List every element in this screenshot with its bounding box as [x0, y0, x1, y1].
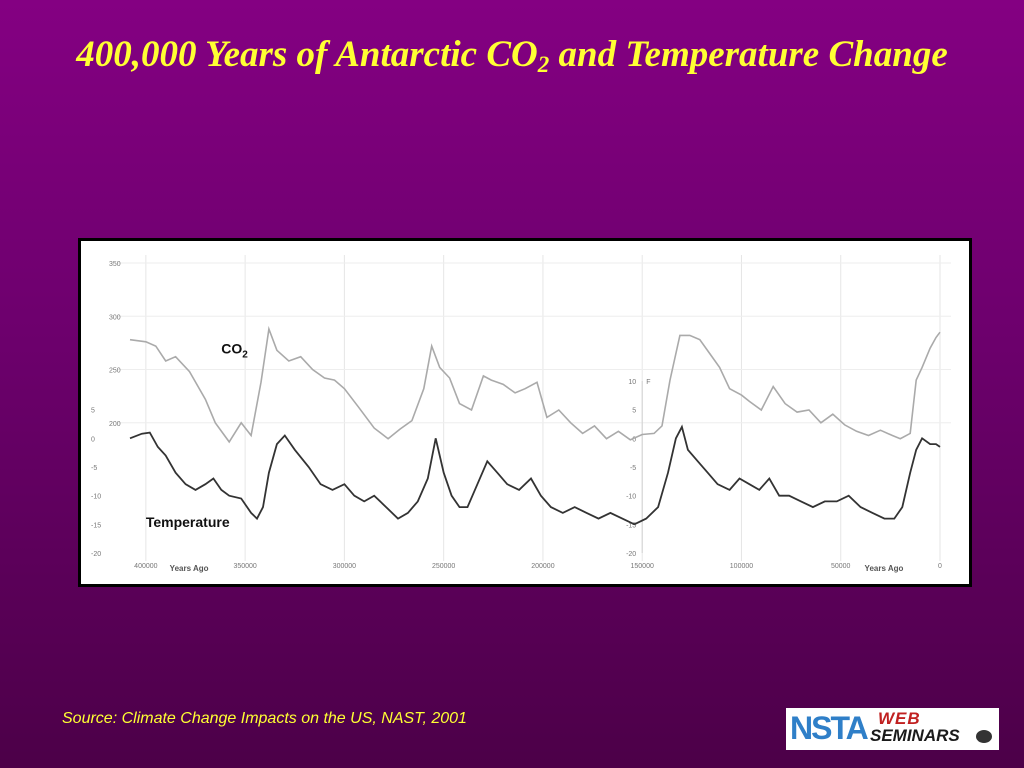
x-tick-label-7: 50000 [831, 563, 851, 570]
temp-mid-tick-label-4: -10 [626, 494, 636, 501]
temperature-series-label: Temperature [146, 514, 230, 530]
logo-seminars-text: SEMINARS [870, 726, 960, 745]
x-tick-label-2: 300000 [333, 563, 356, 570]
title-text-part1: 400,000 Years of Antarctic CO [76, 34, 538, 75]
x-tick-label-6: 100000 [730, 563, 753, 570]
temp-mid-tick-label-2: 0 [632, 436, 636, 443]
temp-left-tick-label-4: -15 [91, 522, 101, 529]
source-citation: Source: Climate Change Impacts on the US… [62, 710, 467, 727]
logo-nsta-text: NSTA [790, 710, 869, 746]
temp-mid-tick-label-0: 10 [628, 379, 636, 386]
x-axis-label-left: Years Ago [170, 564, 209, 573]
temp-unit-label: F [646, 379, 650, 386]
x-tick-label-8: 0 [938, 563, 942, 570]
co2-tick-label-0: 350 [109, 261, 121, 268]
temp-left-axis-ticks: 5 0 -5 -10 -15 -20 [91, 408, 101, 558]
nsta-web-seminars-logo: NSTA WEB SEMINARS [786, 708, 999, 750]
x-tick-label-4: 200000 [531, 563, 554, 570]
co2-tick-label-2: 250 [109, 368, 121, 375]
temp-left-tick-label-5: -20 [91, 551, 101, 558]
temp-mid-tick-label-6: -20 [626, 551, 636, 558]
temp-mid-tick-label-1: 5 [632, 408, 636, 415]
co2-series-line [129, 325, 941, 444]
logo-web-text: WEB [878, 709, 921, 728]
x-tick-label-3: 250000 [432, 563, 455, 570]
x-tick-label-5: 150000 [631, 563, 654, 570]
co2-tick-label-3: 200 [109, 421, 121, 428]
co2-tick-label-1: 300 [109, 314, 121, 321]
temperature-series-line [129, 424, 941, 526]
x-tick-label-0: 400000 [134, 563, 157, 570]
temp-mid-axis-ticks: 10 5 0 -5 -10 -15 -20 [626, 379, 643, 558]
co2-label-main: CO [221, 341, 242, 357]
co2-series-label: CO2 [221, 341, 248, 361]
co2-label-subscript: 2 [242, 350, 248, 361]
x-axis-ticks: 400000 350000 300000 250000 200000 150000 1000… [134, 563, 942, 570]
title-subscript: 2 [537, 52, 550, 77]
x-tick-label-1: 350000 [233, 563, 256, 570]
co2-temperature-chart: 350 300 250 200 5 0 -5 -10 -15 -20 10 5 0 -5 -10 -15 -… [91, 255, 951, 573]
temp-mid-tick-label-3: -5 [630, 465, 636, 472]
temp-left-tick-label-2: -5 [91, 465, 97, 472]
computer-mouse-icon [976, 730, 992, 743]
title-text-part2: and Temperature Change [549, 34, 948, 75]
x-axis-label-right: Years Ago [865, 564, 904, 573]
temp-mid-tick-label-5: -15 [626, 522, 636, 529]
co2-axis-ticks: 350 300 250 200 [109, 261, 121, 428]
grid-lines [117, 255, 951, 561]
temp-left-tick-label-0: 5 [91, 408, 95, 415]
temp-left-tick-label-3: -10 [91, 494, 101, 501]
chart-frame: 350 300 250 200 5 0 -5 -10 -15 -20 10 5 0 -5 -10 -15 -… [78, 238, 972, 587]
slide-title: 400,000 Years of Antarctic CO2 and Tempe… [0, 30, 1024, 79]
temp-left-tick-label-1: 0 [91, 436, 95, 443]
